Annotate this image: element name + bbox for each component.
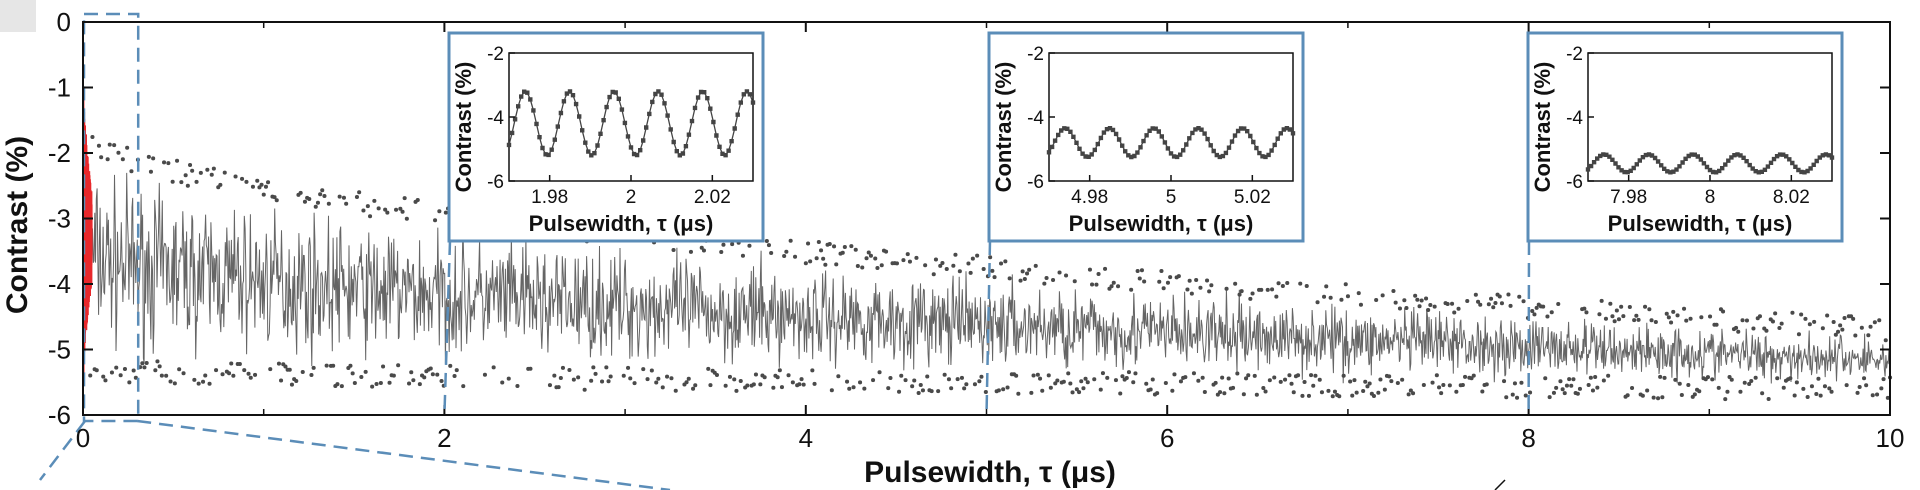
y-tick-label: -6 [48,400,71,430]
inset-marker-line [985,240,992,416]
series-main-line [89,172,1891,384]
x-axis-label: Pulsewidth, τ (μs) [864,456,1116,489]
zoom-guide-right [137,419,671,490]
y-axis-label: Contrast (%) [1,136,34,314]
inset-x-tick-label: 1.98 [531,187,568,208]
inset-x-tick-label: 2.02 [694,187,731,208]
inset-x-label: Pulsewidth, τ (μs) [1069,211,1254,236]
inset-y-tick-label: -6 [1566,172,1583,193]
inset-3: 7.98 8 8.02 -2 -4 -6 Pulsewidth, τ (μs) Contras… [1526,31,1844,416]
inset-points [1046,126,1296,160]
x-tick-label: 2 [437,423,451,453]
y-tick-label: -4 [48,269,71,299]
inset-y-tick-label: -6 [487,172,504,193]
y-tick-label: -5 [48,335,71,365]
edge-mark [1494,479,1506,490]
inset-1: 1.98 2 2.02 -2 -4 -6 Pulsewidth, τ (μs) Contras… [443,31,765,416]
inset-y-tick-label: -2 [1027,44,1044,65]
corner-patch [0,0,36,32]
inset-y-tick-label: -4 [487,108,504,129]
inset-x-label: Pulsewidth, τ (μs) [529,211,714,236]
inset-points [506,89,756,158]
inset-border [1526,31,1844,243]
zoom-guides [39,12,1506,490]
inset-x-tick-label: 2 [626,187,637,208]
x-tick-label: 6 [1160,423,1174,453]
y-tick-label: -1 [48,73,71,103]
inset-y-label: Contrast (%) [451,62,476,193]
inset-marker-line [443,240,452,416]
inset-y-tick-label: -4 [1027,108,1044,129]
inset-x-tick-label: 5.02 [1234,187,1271,208]
x-tick-label: 10 [1876,423,1905,453]
x-tick-label: 8 [1521,423,1535,453]
y-tick-label: 0 [57,7,71,37]
inset-x-tick-label: 8 [1705,187,1716,208]
highlight-box [82,12,140,423]
zoom-guide-left [39,420,86,481]
inset-y-tick-label: -6 [1027,172,1044,193]
inset-border [447,31,765,243]
x-tick-label: 0 [76,423,90,453]
insets-layer: 1.98 2 2.02 -2 -4 -6 Pulsewidth, τ (μs) Contras… [443,31,1844,416]
inset-points [1585,152,1835,175]
inset-y-tick-label: -2 [1566,44,1583,65]
inset-x-tick-label: 7.98 [1610,187,1647,208]
inset-y-label: Contrast (%) [991,62,1016,193]
inset-x-tick-label: 4.98 [1071,187,1108,208]
x-tick-label: 4 [799,423,813,453]
inset-x-tick-label: 8.02 [1773,187,1810,208]
main-ticks: 0 2 4 6 8 10 0 -1 -2 -3 -4 -5 -6 [48,7,1905,453]
inset-2: 4.98 5 5.02 -2 -4 -6 Pulsewidth, τ (μs) Contras… [985,31,1305,416]
y-tick-label: -3 [48,204,71,234]
inset-y-tick-label: -2 [487,44,504,65]
inset-x-tick-label: 5 [1166,187,1177,208]
inset-y-label: Contrast (%) [1530,62,1555,193]
inset-x-label: Pulsewidth, τ (μs) [1608,211,1793,236]
y-tick-label: -2 [48,138,71,168]
inset-y-tick-label: -4 [1566,108,1583,129]
